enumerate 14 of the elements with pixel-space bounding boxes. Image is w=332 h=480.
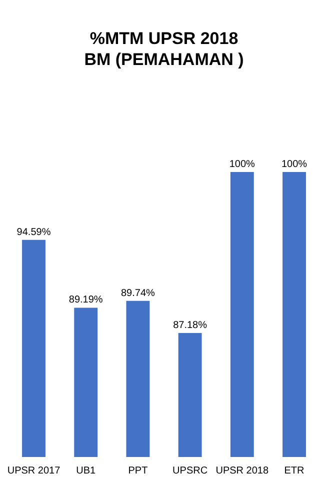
data-label: 100%: [281, 159, 308, 170]
x-tick-label: PPT: [128, 466, 148, 476]
x-tick-label: UPSR 2018: [216, 466, 269, 476]
chart-title: %MTM UPSR 2018: [90, 29, 238, 48]
x-tick-label: UPSR 2017: [7, 466, 61, 476]
data-label: 100%: [229, 159, 256, 170]
data-label: 89.74%: [120, 288, 156, 299]
data-label: 94.59%: [16, 226, 51, 238]
x-tick-label: ETR: [284, 466, 304, 476]
data-label: 87.18%: [173, 320, 208, 331]
data-label: 89.19%: [68, 294, 103, 306]
x-tick-label: UB1: [76, 466, 96, 476]
chart-subtitle: BM (PEMAHAMAN ): [84, 50, 244, 69]
x-tick-label: UPSRC: [172, 466, 208, 476]
